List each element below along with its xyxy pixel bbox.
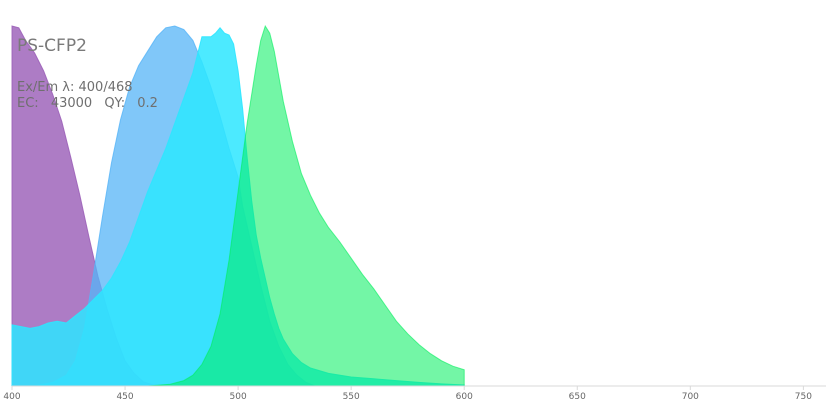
ec-label: EC:	[17, 96, 39, 111]
qy-label: QY:	[104, 96, 126, 111]
x-tick-label-400: 400	[3, 392, 20, 402]
x-axis-ticks: 400 450 500 550 600 650 700 750	[3, 386, 812, 402]
exem-value: 400/468	[78, 80, 133, 95]
spectra-series-group	[11, 24, 465, 387]
x-tick-label-750: 750	[795, 392, 812, 402]
x-tick-label-600: 600	[456, 392, 473, 402]
qy-value: 0.2	[137, 96, 158, 111]
x-tick-label-450: 450	[116, 392, 133, 402]
exem-label: Ex/Em λ:	[17, 80, 75, 95]
x-tick-label-700: 700	[682, 392, 699, 402]
ec-value: 43000	[50, 96, 93, 111]
x-tick-label-550: 550	[343, 392, 360, 402]
x-tick-label-500: 500	[230, 392, 247, 402]
series-area-4	[147, 24, 465, 387]
ec-qy-line: EC: 43000 QY: 0.2	[17, 96, 158, 111]
x-tick-label-650: 650	[569, 392, 586, 402]
exem-line: Ex/Em λ: 400/468	[17, 80, 133, 95]
chart-title: PS-CFP2	[17, 36, 87, 56]
